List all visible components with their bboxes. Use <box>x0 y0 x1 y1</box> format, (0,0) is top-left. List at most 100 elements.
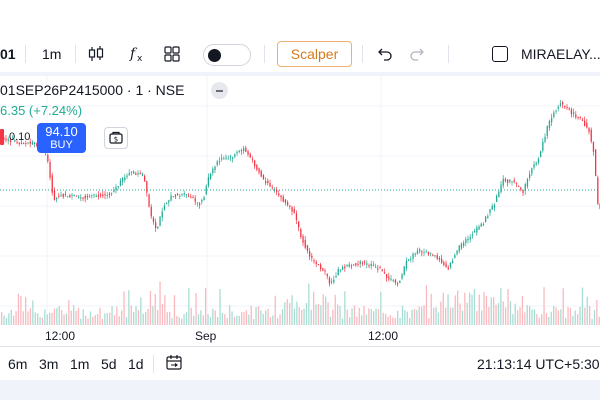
volume-bar <box>457 290 459 325</box>
volume-bar <box>358 307 360 325</box>
scalper-button[interactable]: Scalper <box>277 41 352 67</box>
redo-icon[interactable] <box>408 44 428 64</box>
candle-body <box>265 181 267 184</box>
volume-bar <box>322 294 324 325</box>
candle-body <box>573 112 575 114</box>
candlestick-chart[interactable] <box>0 76 600 344</box>
candle-body <box>91 194 93 196</box>
volume-bar <box>435 307 437 325</box>
volume-bar <box>147 308 149 325</box>
candle-body <box>102 194 104 197</box>
volume-bar <box>387 316 389 325</box>
price-chart[interactable] <box>0 76 600 344</box>
minus-icon <box>216 89 223 92</box>
volume-bar <box>32 300 34 325</box>
candle-body <box>467 238 469 241</box>
candle-body <box>568 108 570 110</box>
volume-bar <box>262 313 264 325</box>
cash-icon[interactable]: $ <box>104 127 128 149</box>
toggle-switch[interactable] <box>203 44 251 66</box>
volume-bar <box>85 315 87 325</box>
volume-bar <box>44 309 46 325</box>
volume-bar <box>593 310 596 325</box>
volume-bar <box>289 302 291 325</box>
range-6m[interactable]: 6m <box>8 356 28 372</box>
candle-body <box>438 257 441 260</box>
volume-bar <box>303 308 305 325</box>
candle-body <box>78 197 80 199</box>
range-3m[interactable]: 3m <box>39 356 59 372</box>
calendar-icon[interactable] <box>164 353 184 373</box>
candle-body <box>555 110 557 112</box>
buy-price: 94.10 <box>45 124 78 139</box>
candle-body <box>302 236 304 243</box>
range-5d[interactable]: 5d <box>101 356 117 372</box>
volume-bar <box>188 287 190 325</box>
volume-bar <box>56 308 58 325</box>
candle-body <box>474 230 476 233</box>
candle-body <box>537 158 540 163</box>
candle-body <box>511 181 513 183</box>
candle-body <box>372 264 375 266</box>
volume-bar <box>178 317 180 325</box>
candle-body <box>408 259 410 261</box>
volume-bar <box>89 311 92 325</box>
candle-body <box>229 156 232 158</box>
volume-bar <box>77 307 80 325</box>
volume-bar <box>589 306 591 325</box>
candle-body <box>190 196 192 198</box>
candle-body <box>322 268 324 271</box>
candle-body <box>346 265 348 267</box>
volume-bar <box>476 311 478 325</box>
volume-bar <box>586 296 588 325</box>
candle-body <box>27 142 29 144</box>
candle-body <box>509 179 511 182</box>
candle-body <box>482 223 485 226</box>
undo-icon[interactable] <box>374 44 394 64</box>
volume-bar <box>411 309 413 325</box>
volume-bar <box>284 302 286 325</box>
toolbar-divider-strip <box>0 72 600 76</box>
candle-body <box>262 174 265 180</box>
volume-bar <box>591 318 593 325</box>
grid-icon[interactable] <box>162 44 182 64</box>
candle-body <box>245 147 247 152</box>
range-1d[interactable]: 1d <box>128 356 144 372</box>
symbol-code[interactable]: 01 <box>0 46 16 62</box>
candle-body <box>126 175 128 177</box>
buy-button[interactable]: 94.10 BUY <box>37 123 86 153</box>
candles-icon[interactable] <box>86 44 106 64</box>
range-1m[interactable]: 1m <box>70 356 90 372</box>
x-tick-label: 12:00 <box>45 329 76 343</box>
volume-bar <box>296 301 298 325</box>
volume-bar <box>121 310 123 325</box>
volume-bar <box>505 307 507 325</box>
account-checkbox[interactable] <box>492 46 508 62</box>
volume-bar <box>596 299 598 325</box>
volume-bar <box>346 309 348 325</box>
candle-body <box>150 206 152 217</box>
volume-bar <box>118 316 120 325</box>
candle-body <box>452 261 454 264</box>
collapse-legend-button[interactable] <box>211 82 228 99</box>
volume-bar <box>277 317 279 325</box>
volume-bar <box>497 303 500 325</box>
candle-body <box>432 254 434 256</box>
candle-body <box>234 154 236 157</box>
volume-bar <box>464 292 466 325</box>
candle-body <box>179 195 181 197</box>
candle-body <box>247 151 249 155</box>
volume-bar <box>572 315 574 325</box>
candle-body <box>282 196 284 202</box>
account-label[interactable]: MIRAELAY... <box>521 46 600 62</box>
candle-body <box>199 203 201 206</box>
sell-marker[interactable] <box>0 129 4 145</box>
candle-body <box>394 279 397 283</box>
volume-bar <box>183 314 185 325</box>
volume-bar <box>466 302 468 325</box>
interval-button[interactable]: 1m <box>42 46 62 62</box>
candle-body <box>205 186 207 195</box>
candle-body <box>392 280 394 282</box>
candle-body <box>309 251 311 257</box>
